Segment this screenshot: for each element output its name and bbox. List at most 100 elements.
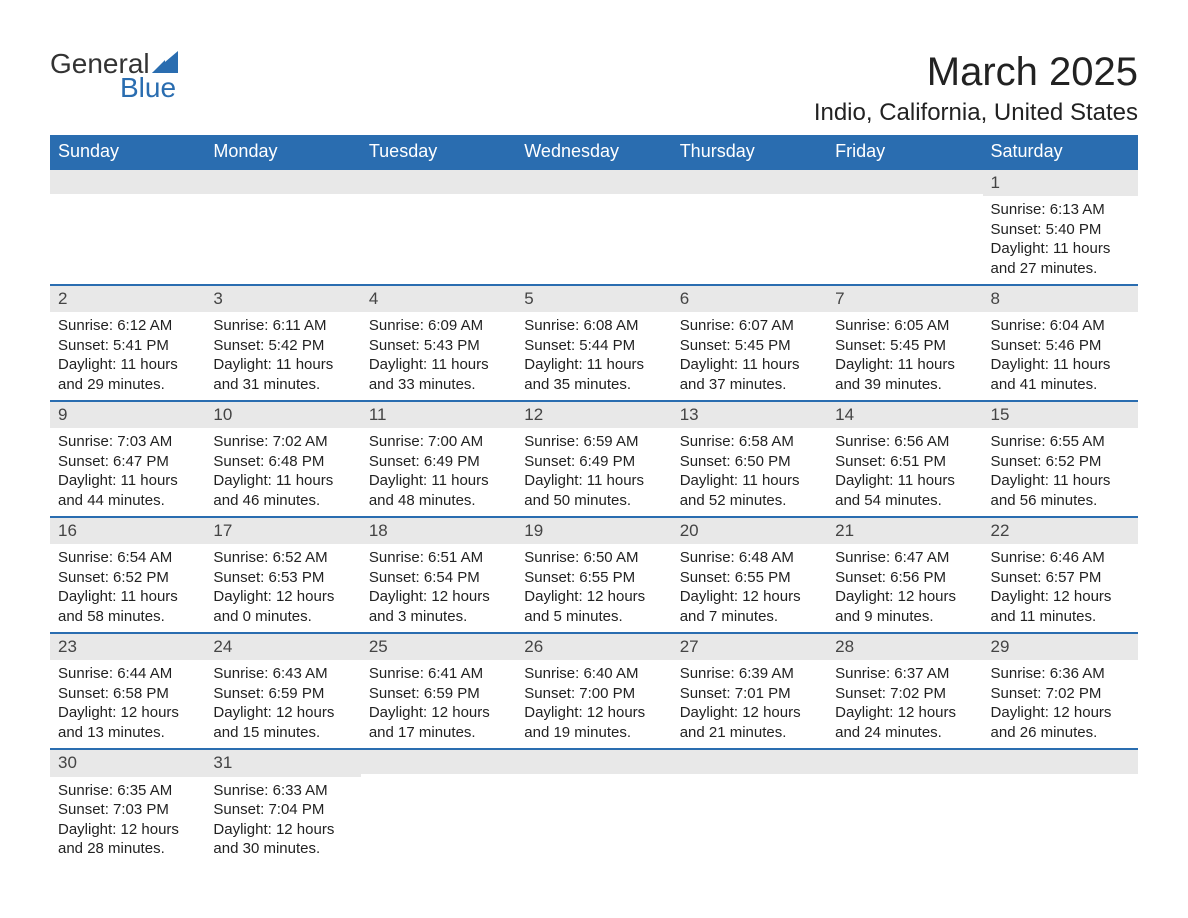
day-number: 5	[516, 286, 671, 312]
week-row: 1Sunrise: 6:13 AMSunset: 5:40 PMDaylight…	[50, 169, 1138, 285]
daylight-line: and 7 minutes.	[680, 607, 819, 627]
daylight-line: Daylight: 12 hours	[835, 587, 974, 607]
day-number: 17	[205, 518, 360, 544]
day-cell: 23Sunrise: 6:44 AMSunset: 6:58 PMDayligh…	[50, 633, 205, 749]
daylight-line: Daylight: 12 hours	[369, 587, 508, 607]
sunrise-line: Sunrise: 6:11 AM	[213, 316, 352, 336]
weekday-header: Tuesday	[361, 135, 516, 169]
sunset-line: Sunset: 6:54 PM	[369, 568, 508, 588]
sunrise-line: Sunrise: 7:00 AM	[369, 432, 508, 452]
daylight-line: Daylight: 11 hours	[58, 471, 197, 491]
daylight-line: and 29 minutes.	[58, 375, 197, 395]
sunset-line: Sunset: 5:45 PM	[680, 336, 819, 356]
daylight-line: Daylight: 12 hours	[213, 587, 352, 607]
day-number: 15	[983, 402, 1138, 428]
sunrise-line: Sunrise: 6:36 AM	[991, 664, 1130, 684]
daylight-line: Daylight: 11 hours	[835, 355, 974, 375]
day-cell: 15Sunrise: 6:55 AMSunset: 6:52 PMDayligh…	[983, 401, 1138, 517]
sunrise-line: Sunrise: 6:55 AM	[991, 432, 1130, 452]
sunrise-line: Sunrise: 6:08 AM	[524, 316, 663, 336]
month-title: March 2025	[814, 50, 1138, 95]
daylight-line: Daylight: 11 hours	[835, 471, 974, 491]
day-number: 20	[672, 518, 827, 544]
day-number: 19	[516, 518, 671, 544]
empty-day-bar	[205, 170, 360, 194]
day-cell: 31Sunrise: 6:33 AMSunset: 7:04 PMDayligh…	[205, 749, 360, 864]
weekday-header: Thursday	[672, 135, 827, 169]
empty-day-bar	[672, 170, 827, 194]
empty-day-bar	[827, 750, 982, 774]
daylight-line: Daylight: 12 hours	[991, 703, 1130, 723]
day-number: 31	[205, 750, 360, 776]
day-number: 16	[50, 518, 205, 544]
daylight-line: Daylight: 11 hours	[680, 471, 819, 491]
daylight-line: and 27 minutes.	[991, 259, 1130, 279]
day-number: 14	[827, 402, 982, 428]
day-cell	[672, 169, 827, 285]
day-cell: 16Sunrise: 6:54 AMSunset: 6:52 PMDayligh…	[50, 517, 205, 633]
daylight-line: Daylight: 12 hours	[680, 587, 819, 607]
empty-day-bar	[827, 170, 982, 194]
day-cell: 13Sunrise: 6:58 AMSunset: 6:50 PMDayligh…	[672, 401, 827, 517]
day-cell: 3Sunrise: 6:11 AMSunset: 5:42 PMDaylight…	[205, 285, 360, 401]
day-number: 11	[361, 402, 516, 428]
sunrise-line: Sunrise: 7:03 AM	[58, 432, 197, 452]
sunrise-line: Sunrise: 6:40 AM	[524, 664, 663, 684]
day-cell: 19Sunrise: 6:50 AMSunset: 6:55 PMDayligh…	[516, 517, 671, 633]
day-number: 27	[672, 634, 827, 660]
week-row: 9Sunrise: 7:03 AMSunset: 6:47 PMDaylight…	[50, 401, 1138, 517]
daylight-line: and 21 minutes.	[680, 723, 819, 743]
day-cell	[361, 169, 516, 285]
week-row: 30Sunrise: 6:35 AMSunset: 7:03 PMDayligh…	[50, 749, 1138, 864]
daylight-line: and 31 minutes.	[213, 375, 352, 395]
sunrise-line: Sunrise: 6:35 AM	[58, 781, 197, 801]
day-cell	[50, 169, 205, 285]
day-number: 10	[205, 402, 360, 428]
sunrise-line: Sunrise: 6:46 AM	[991, 548, 1130, 568]
empty-day-bar	[672, 750, 827, 774]
day-cell: 10Sunrise: 7:02 AMSunset: 6:48 PMDayligh…	[205, 401, 360, 517]
logo-word-2: Blue	[50, 74, 178, 102]
sunset-line: Sunset: 6:52 PM	[58, 568, 197, 588]
sunset-line: Sunset: 7:04 PM	[213, 800, 352, 820]
sunset-line: Sunset: 7:01 PM	[680, 684, 819, 704]
sunset-line: Sunset: 6:49 PM	[524, 452, 663, 472]
daylight-line: and 54 minutes.	[835, 491, 974, 511]
daylight-line: Daylight: 11 hours	[991, 355, 1130, 375]
sunrise-line: Sunrise: 6:59 AM	[524, 432, 663, 452]
sunset-line: Sunset: 6:58 PM	[58, 684, 197, 704]
daylight-line: Daylight: 11 hours	[58, 355, 197, 375]
daylight-line: Daylight: 11 hours	[991, 471, 1130, 491]
day-cell	[827, 169, 982, 285]
day-cell	[516, 169, 671, 285]
daylight-line: Daylight: 11 hours	[58, 587, 197, 607]
sunrise-line: Sunrise: 6:43 AM	[213, 664, 352, 684]
sunrise-line: Sunrise: 6:48 AM	[680, 548, 819, 568]
day-cell: 29Sunrise: 6:36 AMSunset: 7:02 PMDayligh…	[983, 633, 1138, 749]
daylight-line: Daylight: 11 hours	[680, 355, 819, 375]
day-cell: 22Sunrise: 6:46 AMSunset: 6:57 PMDayligh…	[983, 517, 1138, 633]
sunrise-line: Sunrise: 6:50 AM	[524, 548, 663, 568]
day-cell: 17Sunrise: 6:52 AMSunset: 6:53 PMDayligh…	[205, 517, 360, 633]
sunrise-line: Sunrise: 6:09 AM	[369, 316, 508, 336]
daylight-line: and 15 minutes.	[213, 723, 352, 743]
daylight-line: and 28 minutes.	[58, 839, 197, 859]
day-cell: 18Sunrise: 6:51 AMSunset: 6:54 PMDayligh…	[361, 517, 516, 633]
day-cell: 4Sunrise: 6:09 AMSunset: 5:43 PMDaylight…	[361, 285, 516, 401]
sunset-line: Sunset: 6:51 PM	[835, 452, 974, 472]
sunrise-line: Sunrise: 6:44 AM	[58, 664, 197, 684]
day-cell	[672, 749, 827, 864]
daylight-line: and 52 minutes.	[680, 491, 819, 511]
weekday-header: Monday	[205, 135, 360, 169]
day-cell: 8Sunrise: 6:04 AMSunset: 5:46 PMDaylight…	[983, 285, 1138, 401]
day-number: 26	[516, 634, 671, 660]
daylight-line: and 24 minutes.	[835, 723, 974, 743]
day-cell: 30Sunrise: 6:35 AMSunset: 7:03 PMDayligh…	[50, 749, 205, 864]
day-number: 24	[205, 634, 360, 660]
day-number: 1	[983, 170, 1138, 196]
day-cell: 9Sunrise: 7:03 AMSunset: 6:47 PMDaylight…	[50, 401, 205, 517]
day-number: 8	[983, 286, 1138, 312]
empty-day-bar	[516, 170, 671, 194]
daylight-line: Daylight: 12 hours	[680, 703, 819, 723]
empty-day-bar	[361, 170, 516, 194]
